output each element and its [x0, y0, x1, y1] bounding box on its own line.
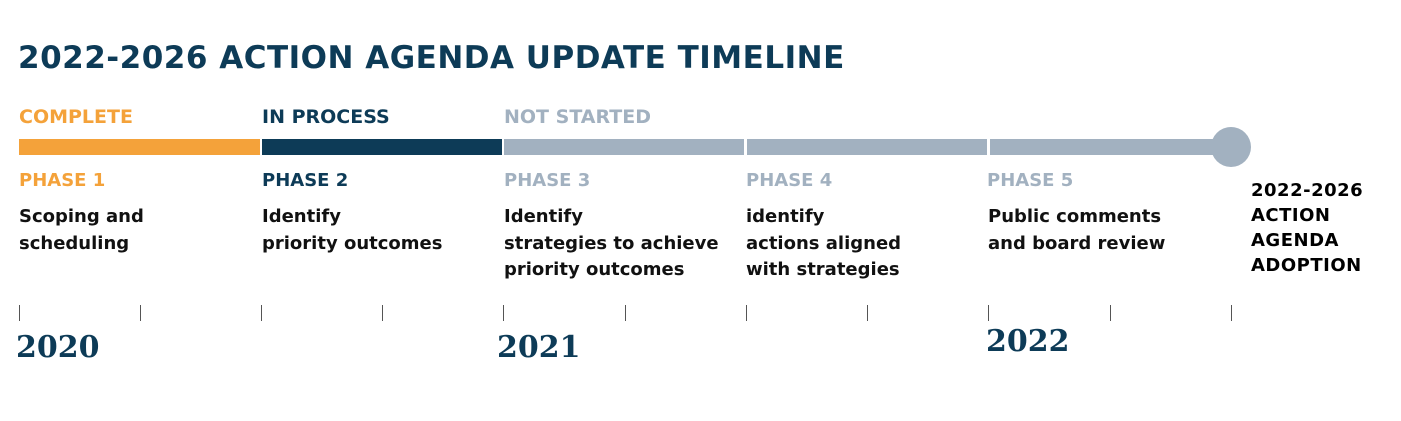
year-label-2022: 2022 [986, 324, 1070, 359]
phase-1-label: PHASE 1 [19, 170, 106, 191]
year-label-2020: 2020 [16, 330, 100, 365]
timeline-segment-phase-3 [504, 139, 744, 155]
timeline-tick [140, 305, 141, 321]
phase-2-description: Identify priority outcomes [262, 204, 442, 257]
timeline-tick [988, 305, 989, 321]
timeline-tick [382, 305, 383, 321]
status-complete: COMPLETE [19, 106, 133, 128]
phase-4-description: identify actions aligned with strategies [746, 204, 901, 284]
timeline-segment-phase-1 [19, 139, 260, 155]
phase-3-description-line: strategies to achieve [504, 232, 719, 254]
phase-3-label: PHASE 3 [504, 170, 591, 191]
timeline-segment-phase-4 [747, 139, 987, 155]
timeline-tick [19, 305, 20, 321]
phase-5-label: PHASE 5 [987, 170, 1074, 191]
phase-5-description: Public comments and board review [988, 204, 1165, 257]
timeline-tick [625, 305, 626, 321]
phase-2-description-line: Identify [262, 206, 341, 227]
timeline-tick [503, 305, 504, 321]
phase-4-description-line: identify [746, 206, 825, 227]
timeline-tick [261, 305, 262, 321]
timeline-tick [867, 305, 868, 321]
phase-5-description-line: and board review [988, 232, 1166, 254]
phase-3-description: Identify strategies to achieve priority … [504, 204, 719, 284]
timeline-segment-phase-2 [262, 139, 502, 155]
page-title: 2022-2026 ACTION AGENDA UPDATE TIMELINE [18, 40, 845, 76]
adoption-line: 2022-2026 [1251, 180, 1364, 201]
status-in-process: IN PROCESS [262, 106, 390, 128]
timeline-end-marker [1211, 127, 1251, 167]
adoption-line: AGENDA [1251, 230, 1339, 251]
year-label-2021: 2021 [497, 330, 581, 365]
phase-5-description-line: Public comments [988, 206, 1162, 227]
phase-3-description-line: priority outcomes [504, 259, 685, 280]
timeline-tick [746, 305, 747, 321]
timeline-tick [1110, 305, 1111, 321]
timeline-segment-phase-5 [990, 139, 1216, 155]
phase-3-description-line: Identify [504, 206, 583, 227]
adoption-line: ADOPTION [1251, 255, 1362, 276]
status-not-started: NOT STARTED [504, 106, 651, 128]
phase-2-description-line: priority outcomes [262, 232, 443, 254]
phase-4-label: PHASE 4 [746, 170, 833, 191]
phase-1-description: Scoping and scheduling [19, 204, 144, 257]
adoption-milestone-label: 2022-2026 ACTION AGENDA ADOPTION [1251, 178, 1363, 278]
phase-2-label: PHASE 2 [262, 170, 349, 191]
phase-4-description-line: actions aligned [746, 232, 902, 254]
timeline-tick [1231, 305, 1232, 321]
phase-4-description-line: with strategies [746, 259, 900, 280]
phase-1-description-line: Scoping and [19, 206, 144, 227]
adoption-line: ACTION [1251, 205, 1331, 226]
phase-1-description-line: scheduling [19, 232, 130, 254]
